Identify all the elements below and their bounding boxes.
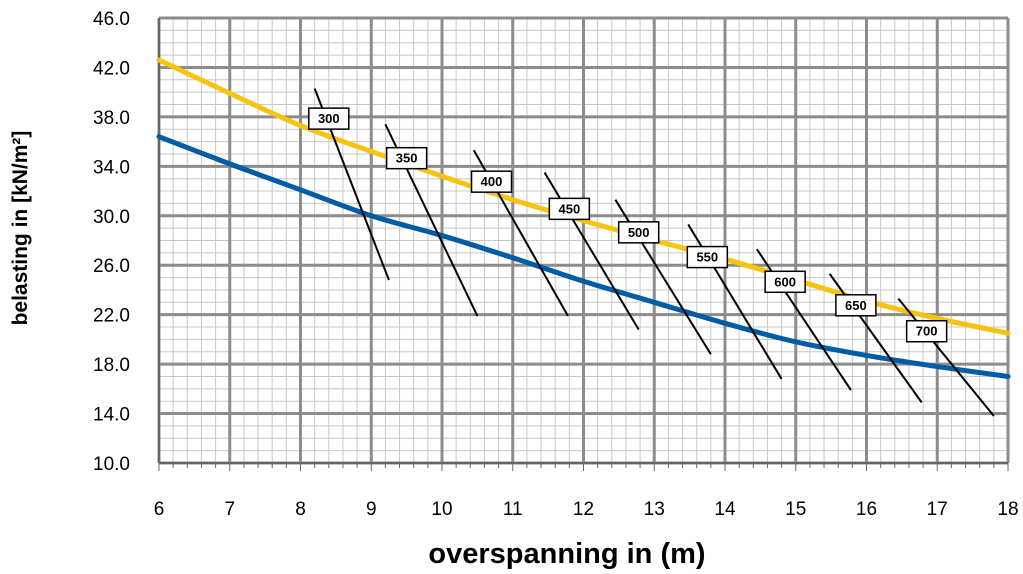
annotation-box-450 [548, 197, 591, 221]
y-tick-label: 18.0 [93, 355, 130, 376]
annotation-box-500 [617, 221, 660, 244]
annotation-line-700 [897, 297, 995, 417]
annotation-box-700 [905, 319, 948, 343]
x-tick-label: 8 [295, 499, 306, 520]
annotation-line-450 [543, 171, 640, 331]
x-tick-labels: 6 7 8 9 10 11 12 13 14 15 16 17 18 [154, 499, 1019, 520]
x-tick-label: 17 [927, 499, 948, 520]
x-tick-label: 15 [785, 499, 806, 520]
x-tick-label: 12 [573, 499, 594, 520]
annotation-label-600: 600 [774, 274, 796, 289]
annotation-line-600 [756, 248, 852, 391]
axes [158, 18, 1009, 471]
annotation-label-500: 500 [628, 225, 650, 240]
x-tick-label: 16 [856, 499, 877, 520]
annotation-box-650 [835, 294, 877, 317]
annotation-box-300 [308, 107, 350, 130]
annotation-label-650: 650 [845, 298, 867, 313]
y-tick-label: 46.0 [93, 9, 130, 30]
y-tick-label: 14.0 [93, 405, 130, 426]
x-tick-label: 7 [224, 499, 235, 520]
annotation-label-350: 350 [396, 151, 418, 166]
x-tick-label: 6 [154, 499, 165, 520]
y-axis-label: belasting in [kN/m²] [9, 131, 32, 326]
annotation-lines: 300 350 400 450 500 550 600 650 700 [308, 88, 995, 417]
annotation-box-400 [470, 170, 513, 193]
x-tick-label: 18 [997, 499, 1018, 520]
annotation-box-550 [686, 245, 729, 269]
annotation-label-300: 300 [318, 111, 340, 126]
x-tick-label: 9 [366, 499, 377, 520]
y-tick-label: 10.0 [93, 454, 130, 475]
series-line-2 [156, 134, 1011, 379]
annotation-box-350 [385, 146, 428, 170]
y-tick-labels: 10.0 14.0 18.0 22.0 26.0 30.0 34.0 38.0 42.0 46.0 [93, 9, 130, 475]
x-tick-label: 11 [503, 499, 523, 520]
y-tick-label: 42.0 [93, 58, 130, 79]
y-tick-label: 26.0 [93, 256, 130, 277]
annotation-label-700: 700 [916, 324, 938, 339]
annotation-box-600 [764, 270, 806, 294]
annotation-label-550: 550 [696, 250, 718, 265]
x-tick-label: 13 [644, 499, 665, 520]
y-tick-label: 34.0 [93, 157, 130, 178]
x-axis-label: overspanning in (m) [428, 538, 705, 570]
annotation-label-400: 400 [481, 174, 503, 189]
x-tick-label: 14 [714, 499, 736, 520]
y-tick-label: 38.0 [93, 108, 130, 129]
annotation-label-450: 450 [558, 201, 580, 216]
y-tick-label: 30.0 [93, 207, 130, 228]
y-tick-label: 22.0 [93, 306, 130, 327]
x-tick-label: 10 [431, 499, 452, 520]
